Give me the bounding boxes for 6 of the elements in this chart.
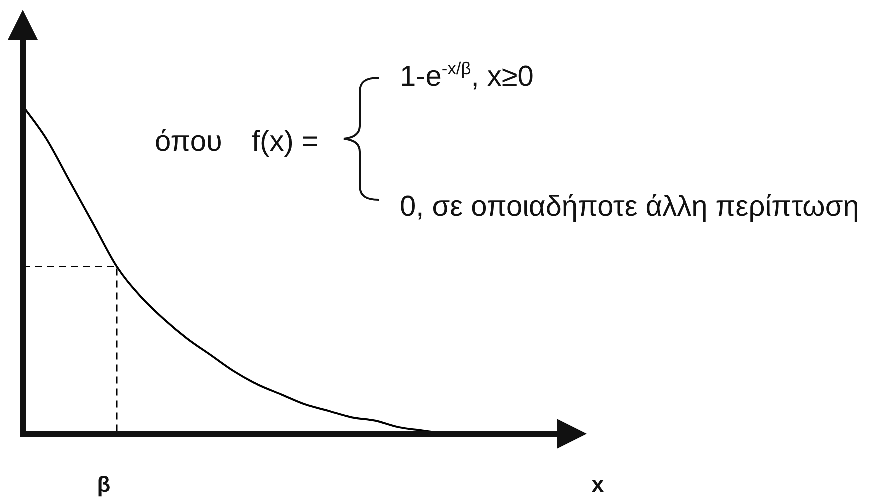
text: β: [97, 472, 111, 498]
annotation: 0, σε οποιαδήποτε άλλη περίπτωση: [400, 191, 860, 223]
annotation: f(x) =: [252, 126, 319, 158]
text: 1-e$^{-x/β}$, x≥0: [400, 58, 534, 93]
text: x: [592, 472, 604, 498]
annotation: όπου: [155, 126, 222, 158]
